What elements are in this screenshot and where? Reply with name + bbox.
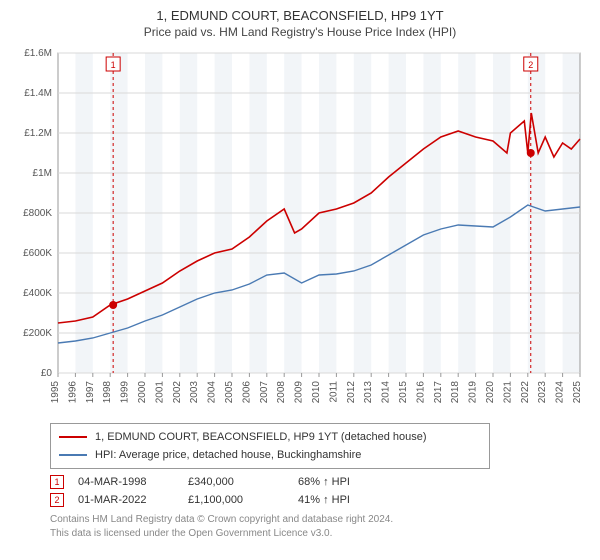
legend-row-1: 1, EDMUND COURT, BEACONSFIELD, HP9 1YT (… bbox=[59, 428, 481, 446]
sale-hpi: 68% ↑ HPI bbox=[298, 476, 408, 488]
sale-price: £1,100,000 bbox=[188, 494, 298, 506]
sale-row: 1 04-MAR-1998£340,00068% ↑ HPI bbox=[50, 475, 590, 489]
svg-text:2007: 2007 bbox=[259, 381, 270, 404]
svg-text:2005: 2005 bbox=[224, 381, 235, 404]
credit-text: Contains HM Land Registry data © Crown c… bbox=[50, 513, 590, 541]
svg-text:1998: 1998 bbox=[102, 381, 113, 404]
svg-text:2020: 2020 bbox=[485, 381, 496, 404]
svg-text:2006: 2006 bbox=[241, 381, 252, 404]
svg-text:2011: 2011 bbox=[328, 381, 339, 403]
svg-text:2003: 2003 bbox=[189, 381, 200, 404]
svg-text:2015: 2015 bbox=[398, 381, 409, 404]
svg-text:£600K: £600K bbox=[23, 248, 52, 259]
svg-text:2000: 2000 bbox=[137, 381, 148, 404]
chart-title: 1, EDMUND COURT, BEACONSFIELD, HP9 1YT bbox=[10, 8, 590, 23]
svg-text:2001: 2001 bbox=[154, 381, 165, 404]
credit-line-2: This data is licensed under the Open Gov… bbox=[50, 527, 590, 541]
sales-rows: 1 04-MAR-1998£340,00068% ↑ HPI 2 01-MAR-202… bbox=[50, 475, 590, 507]
svg-text:£400K: £400K bbox=[23, 288, 52, 299]
svg-text:£1M: £1M bbox=[33, 168, 52, 179]
svg-text:2021: 2021 bbox=[502, 381, 513, 404]
svg-text:2002: 2002 bbox=[172, 381, 183, 404]
svg-text:£800K: £800K bbox=[23, 208, 52, 219]
svg-text:£0: £0 bbox=[41, 368, 53, 379]
svg-text:2024: 2024 bbox=[555, 381, 566, 404]
legend-box: 1, EDMUND COURT, BEACONSFIELD, HP9 1YT (… bbox=[50, 423, 490, 469]
svg-text:2019: 2019 bbox=[468, 381, 479, 404]
legend-label-2: HPI: Average price, detached house, Buck… bbox=[95, 446, 361, 464]
chart-subtitle: Price paid vs. HM Land Registry's House … bbox=[10, 25, 590, 39]
svg-text:2022: 2022 bbox=[520, 381, 531, 404]
svg-text:£200K: £200K bbox=[23, 328, 52, 339]
chart-svg: £0 £200K £400K £600K £800K £1M £1.2M £1.4M £1.6M… bbox=[10, 47, 590, 417]
svg-text:2017: 2017 bbox=[433, 381, 444, 404]
sale-date: 01-MAR-2022 bbox=[78, 494, 188, 506]
sale-hpi: 41% ↑ HPI bbox=[298, 494, 408, 506]
sale-row: 2 01-MAR-2022£1,100,00041% ↑ HPI bbox=[50, 493, 590, 507]
svg-text:£1.6M: £1.6M bbox=[24, 48, 52, 59]
sale-price: £340,000 bbox=[188, 476, 298, 488]
svg-text:2018: 2018 bbox=[450, 381, 461, 404]
chart-area: £0 £200K £400K £600K £800K £1M £1.2M £1.4M £1.6M… bbox=[10, 47, 590, 417]
legend-line-2 bbox=[59, 454, 87, 456]
svg-text:1999: 1999 bbox=[120, 381, 131, 404]
svg-text:2: 2 bbox=[528, 60, 533, 70]
sale-marker: 2 bbox=[50, 493, 64, 507]
svg-text:£1.4M: £1.4M bbox=[24, 88, 52, 99]
svg-text:2025: 2025 bbox=[572, 381, 583, 404]
credit-line-1: Contains HM Land Registry data © Crown c… bbox=[50, 513, 590, 527]
svg-text:2010: 2010 bbox=[311, 381, 322, 404]
svg-text:1: 1 bbox=[111, 60, 116, 70]
svg-text:2009: 2009 bbox=[294, 381, 305, 404]
legend-row-2: HPI: Average price, detached house, Buck… bbox=[59, 446, 481, 464]
svg-text:£1.2M: £1.2M bbox=[24, 128, 52, 139]
svg-text:2016: 2016 bbox=[415, 381, 426, 404]
svg-text:1996: 1996 bbox=[67, 381, 78, 404]
sale-date: 04-MAR-1998 bbox=[78, 476, 188, 488]
svg-text:1997: 1997 bbox=[85, 381, 96, 404]
svg-text:1995: 1995 bbox=[50, 381, 61, 404]
legend-label-1: 1, EDMUND COURT, BEACONSFIELD, HP9 1YT (… bbox=[95, 428, 427, 446]
svg-text:2023: 2023 bbox=[537, 381, 548, 404]
svg-text:2008: 2008 bbox=[276, 381, 287, 404]
svg-text:2013: 2013 bbox=[363, 381, 374, 404]
svg-text:2014: 2014 bbox=[381, 381, 392, 404]
legend-line-1 bbox=[59, 436, 87, 438]
svg-text:2012: 2012 bbox=[346, 381, 357, 404]
svg-text:2004: 2004 bbox=[207, 381, 218, 404]
sale-marker: 1 bbox=[50, 475, 64, 489]
